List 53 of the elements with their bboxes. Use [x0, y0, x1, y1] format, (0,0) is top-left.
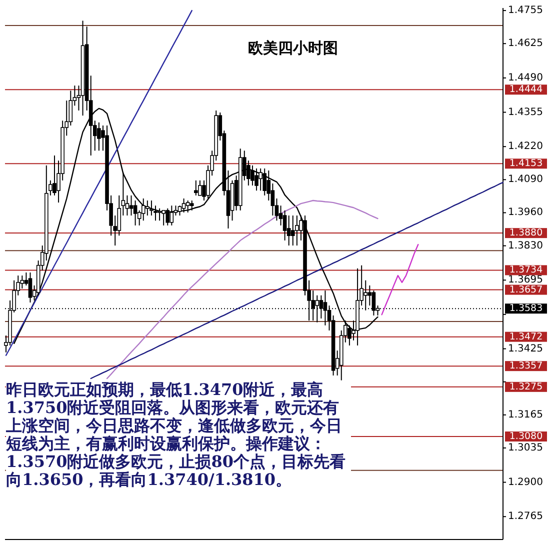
y-tick-label: 1.4220: [508, 141, 543, 152]
text: 欧美四小时图: [248, 39, 338, 57]
y-tick-label: 1.4490: [508, 72, 543, 84]
candlestick: [141, 198, 146, 222]
ref-line-label: 1.3472: [509, 331, 543, 342]
annotation: 昨日欧元正如预期，最低1.3470附近，最高1.3750附近受阻回落。从图形来看，欧元还有上涨空间，今日思路不变，逢低做多欧元，今日短线为主，有赢利时设赢利保护。操作建议：1.3570附近做多欧元，止损80个点，目标先看向1.3650，再看向1.3740/1.3810。: [6, 381, 351, 489]
candlestick: [166, 208, 170, 226]
ref-line-label: 1.3357: [509, 360, 543, 372]
candlestick: [186, 200, 190, 213]
ref-line-label: 1.3734: [509, 264, 543, 276]
y-tick-label: 1.3830: [508, 240, 543, 252]
y-tick-label: 1.3165: [508, 409, 543, 420]
ref-line-label: 1.3080: [509, 431, 543, 442]
candlestick: [150, 200, 154, 216]
candlestick: [348, 324, 352, 346]
candlestick: [146, 200, 150, 216]
candlestick: [282, 210, 287, 241]
y-tick-label: 1.2765: [508, 511, 543, 522]
ref-line-label: 1.3657: [509, 284, 543, 296]
candlestick: [194, 180, 198, 196]
y-tick-label: 1.3035: [508, 442, 543, 454]
candlestick: [20, 275, 24, 289]
candlestick: [295, 215, 299, 246]
candlestick: [364, 280, 368, 311]
candlestick: [170, 205, 174, 226]
candlestick: [158, 208, 162, 222]
ref-line-label: 1.3880: [509, 228, 543, 239]
candlestick: [125, 194, 130, 216]
candlestick: [254, 168, 258, 192]
y-tick-label: 1.4090: [508, 174, 543, 186]
candlestick: [250, 164, 254, 186]
candlestick: [28, 272, 32, 303]
ref-line-label: 1.4153: [509, 158, 543, 170]
ref-line-label: 1.3275: [509, 381, 543, 392]
y-tick-label: 1.2900: [508, 476, 543, 488]
candlestick: [129, 194, 134, 216]
candlestick: [178, 205, 182, 216]
y-tick-label: 1.4355: [508, 106, 543, 118]
candlestick: [258, 168, 262, 192]
candlestick: [198, 180, 202, 196]
y-tick-label: 1.3425: [508, 343, 543, 354]
candlestick: [162, 210, 166, 226]
candlestick: [182, 198, 186, 213]
y-tick-label: 1.3960: [508, 207, 543, 218]
candlestick: [270, 182, 275, 216]
candlestick: [190, 200, 194, 211]
y-tick-label: 1.4625: [508, 38, 543, 50]
ref-line-label: 1.3583: [509, 303, 543, 314]
y-tick-label: 1.3695: [508, 274, 543, 286]
candlestick: [290, 215, 295, 246]
y-tick-label: 1.4755: [508, 5, 543, 16]
ref-line-label: 1.4444: [509, 84, 543, 96]
candlestick: [97, 122, 101, 152]
